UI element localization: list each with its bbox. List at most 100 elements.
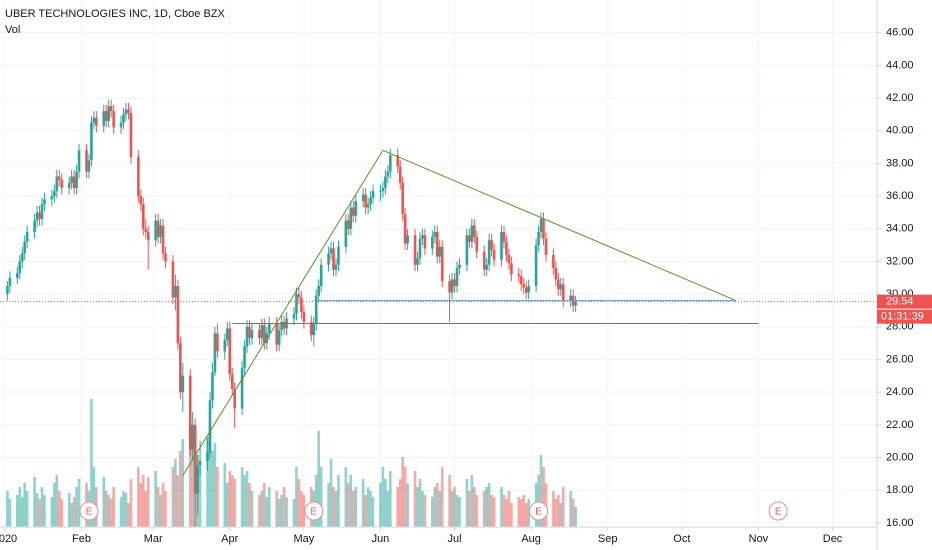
candle-body xyxy=(33,220,36,233)
y-tick-label: 20.00 xyxy=(886,451,914,463)
volume-bar xyxy=(297,479,301,527)
candle-body xyxy=(448,281,451,293)
volume-bar xyxy=(129,479,133,527)
y-tick-label: 40.00 xyxy=(886,125,914,137)
chart-title: UBER TECHNOLOGIES INC, 1D, Cboe BZX xyxy=(5,8,226,20)
candle-body xyxy=(208,400,212,453)
x-tick-label: Mar xyxy=(144,533,163,545)
volume-bar xyxy=(280,495,283,527)
volume-bar xyxy=(544,483,548,527)
volume-bar xyxy=(174,459,177,527)
volume-bar xyxy=(505,499,508,527)
candle-body xyxy=(312,323,316,335)
candle-body xyxy=(537,232,540,246)
volume-bar xyxy=(119,497,123,527)
candle-body xyxy=(371,191,375,198)
candle-body xyxy=(40,204,44,219)
volume-bar xyxy=(233,479,236,527)
candle-body xyxy=(517,274,521,277)
candle-body xyxy=(67,183,71,188)
candle-body xyxy=(127,109,130,113)
volume-bar xyxy=(124,493,128,527)
candle-body xyxy=(431,236,434,249)
volume-bar xyxy=(15,495,19,527)
candle-body xyxy=(292,313,296,319)
candle-body xyxy=(233,388,236,409)
volume-bar xyxy=(561,487,565,527)
y-tick-label: 34.00 xyxy=(886,223,914,235)
volume-bar xyxy=(265,497,269,527)
volume-bar xyxy=(337,475,340,527)
candle-body xyxy=(309,321,313,335)
volume-bar xyxy=(122,491,125,527)
volume-bar xyxy=(300,491,303,527)
candle-body xyxy=(243,346,246,368)
candle-body xyxy=(240,367,244,409)
candle-body xyxy=(90,122,93,161)
volume-bar xyxy=(552,491,555,527)
candle-body xyxy=(561,284,565,301)
volume-bar xyxy=(258,495,261,527)
candle-body xyxy=(369,197,372,205)
volume-bar xyxy=(502,495,506,527)
candle-body xyxy=(245,326,249,347)
earnings-label: E xyxy=(310,507,317,518)
volume-bar xyxy=(77,479,81,527)
candle-body xyxy=(137,156,140,197)
volume-bar xyxy=(379,483,382,527)
candle-body xyxy=(191,424,194,450)
volume-bar xyxy=(50,497,54,527)
candle-body xyxy=(102,111,106,126)
candle-body xyxy=(559,284,563,290)
x-tick-label: Dec xyxy=(823,533,843,545)
candle-body xyxy=(527,285,530,293)
volume-bar xyxy=(8,499,12,527)
volume-bar xyxy=(90,399,93,527)
volume-bar xyxy=(208,427,212,527)
candle-body xyxy=(381,187,385,192)
volume-bar xyxy=(492,497,496,527)
volume-bar xyxy=(418,479,422,527)
x-tick-label: Apr xyxy=(221,533,238,545)
candle-body xyxy=(139,196,143,205)
candle-body xyxy=(193,424,197,494)
volume-bar xyxy=(351,491,355,527)
volume-bar xyxy=(228,471,232,527)
volume-bar xyxy=(416,487,419,527)
y-tick-label: 38.00 xyxy=(886,157,914,169)
volume-bar xyxy=(517,497,521,527)
volume-bar xyxy=(431,497,434,527)
volume-pane xyxy=(6,399,577,527)
trend-line xyxy=(182,150,384,476)
y-tick-label: 32.00 xyxy=(886,255,914,267)
volume-bar xyxy=(519,499,523,527)
volume-bar xyxy=(72,497,76,527)
y-tick-label: 18.00 xyxy=(886,484,914,496)
volume-bar xyxy=(57,491,61,527)
candle-body xyxy=(349,207,353,229)
candle-body xyxy=(329,248,333,254)
candle-body xyxy=(75,171,78,188)
candle-body xyxy=(507,254,511,264)
volume-bar xyxy=(107,495,110,527)
volume-bar xyxy=(490,495,493,527)
candle-body xyxy=(104,111,108,121)
x-tick-label: Feb xyxy=(72,533,91,545)
candle-body xyxy=(554,267,558,280)
volume-bar xyxy=(522,495,526,527)
volume-bar xyxy=(332,487,335,527)
volume-bar xyxy=(349,475,353,527)
candle-body xyxy=(154,220,157,241)
volume-bar xyxy=(327,483,330,527)
volume-bar xyxy=(159,495,162,527)
volume-bar xyxy=(524,503,528,527)
candle-body xyxy=(92,117,96,123)
candle-body xyxy=(216,333,219,352)
volume-bar xyxy=(510,503,513,527)
candle-body xyxy=(258,330,261,339)
candle-body xyxy=(458,264,461,268)
volume-bar xyxy=(448,475,451,527)
candle-body xyxy=(53,191,56,197)
candle-body xyxy=(85,150,88,172)
candle-body xyxy=(223,339,227,352)
